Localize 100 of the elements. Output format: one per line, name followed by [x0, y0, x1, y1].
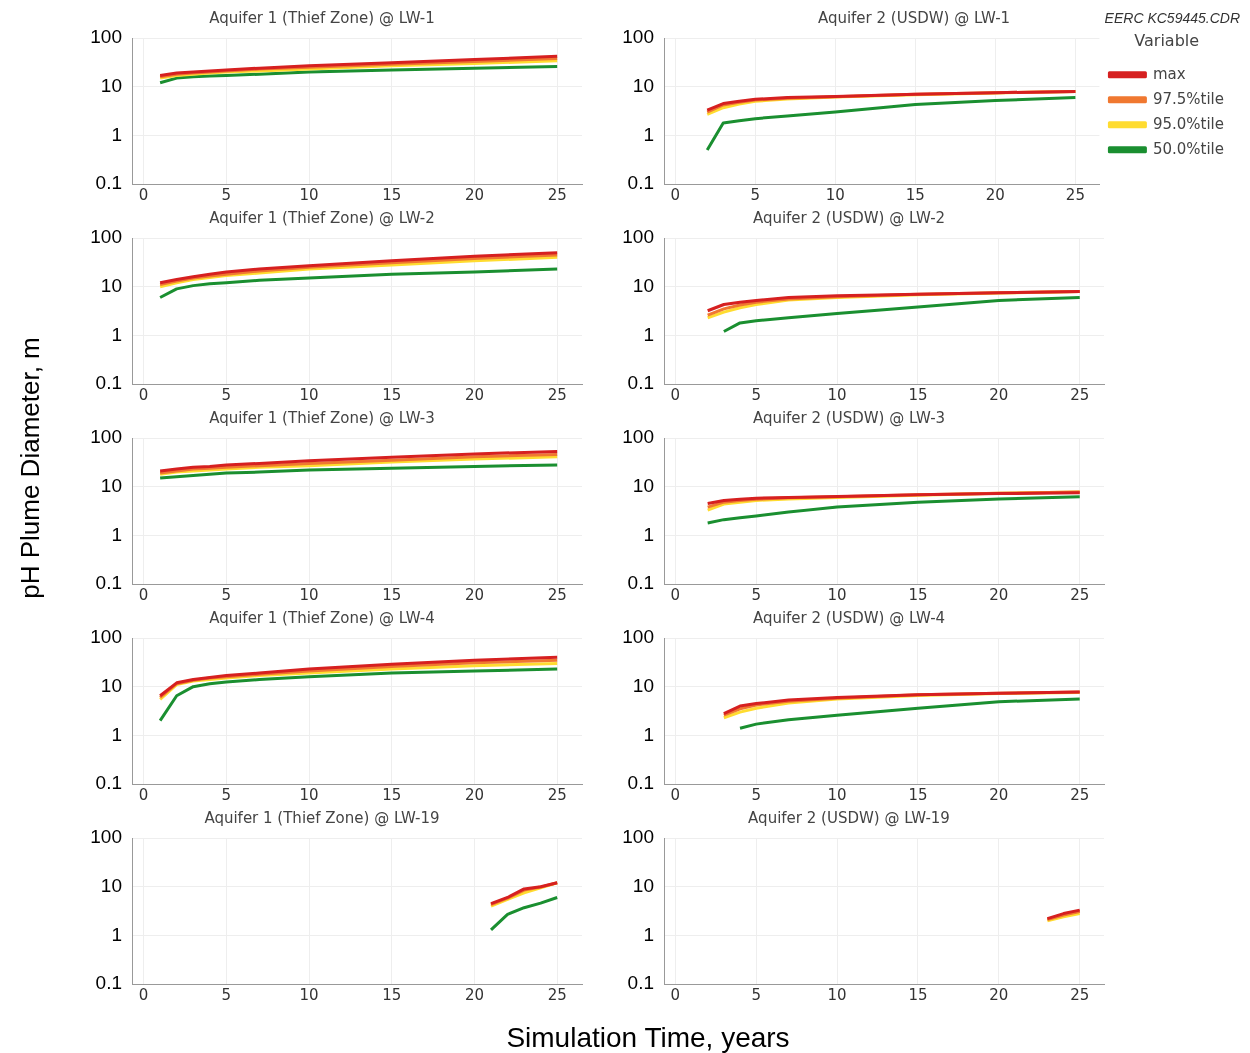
y-tick-label: 10: [100, 674, 122, 696]
y-tick-label: 0.1: [95, 372, 122, 394]
x-tick-label: 5: [221, 585, 232, 604]
chart-title: Aquifer 2 (USDW) @ LW-1: [817, 8, 1011, 27]
x-tick-label: 10: [299, 985, 319, 1004]
x-tick-label: 15: [908, 385, 928, 404]
x-tick-label: 0: [138, 985, 149, 1004]
legend-label: 97.5%tile: [1152, 89, 1225, 108]
y-tick-label: 1: [111, 123, 122, 145]
y-tick-label: 100: [90, 626, 122, 648]
x-tick-label: 5: [751, 985, 761, 1004]
x-tick-label: 25: [1065, 185, 1085, 204]
x-tick-label: 10: [299, 185, 319, 204]
y-tick-label: 1: [111, 923, 122, 945]
x-tick-label: 25: [547, 785, 567, 804]
x-tick-label: 10: [299, 585, 319, 604]
x-tick-label: 5: [751, 385, 761, 404]
x-tick-label: 5: [221, 985, 232, 1004]
y-tick-label: 10: [100, 274, 122, 296]
x-tick-label: 20: [989, 785, 1009, 804]
y-tick-label: 0.1: [627, 772, 654, 794]
x-tick-label: 5: [221, 185, 232, 204]
text: Simulation Time, years: [506, 1022, 790, 1053]
y-tick-label: 0.1: [627, 972, 654, 994]
y-tick-label: 0.1: [95, 972, 122, 994]
chart-title: Aquifer 1 (Thief Zone) @ LW-1: [209, 8, 435, 27]
y-tick-label: 100: [622, 226, 654, 248]
x-tick-label: 15: [382, 585, 402, 604]
y-tick-label: 10: [632, 474, 654, 496]
chart-title: Aquifer 2 (USDW) @ LW-4: [752, 608, 946, 627]
x-tick-label: 20: [464, 785, 485, 804]
legend-label: 50.0%tile: [1152, 139, 1225, 158]
x-tick-label: 0: [670, 985, 681, 1004]
x-tick-label: 25: [1070, 585, 1090, 604]
x-tick-label: 20: [985, 185, 1005, 204]
y-tick-label: 10: [100, 474, 122, 496]
x-tick-label: 15: [382, 985, 402, 1004]
x-tick-label: 15: [908, 985, 928, 1004]
x-tick-label: 15: [382, 385, 402, 404]
x-tick-label: 10: [299, 385, 319, 404]
x-tick-label: 15: [905, 185, 925, 204]
y-tick-label: 1: [643, 923, 654, 945]
x-tick-label: 0: [670, 785, 681, 804]
x-tick-label: 20: [464, 185, 485, 204]
x-tick-label: 20: [464, 985, 485, 1004]
x-tick-label: 20: [989, 585, 1009, 604]
x-tick-label: 20: [464, 585, 485, 604]
x-tick-label: 0: [670, 585, 681, 604]
y-tick-label: 100: [90, 826, 122, 848]
y-tick-label: 1: [111, 523, 122, 545]
x-tick-label: 5: [221, 385, 232, 404]
chart-title: Aquifer 2 (USDW) @ LW-2: [752, 208, 946, 227]
y-tick-label: 100: [90, 226, 122, 248]
y-tick-label: 10: [100, 74, 122, 96]
y-tick-label: 100: [622, 626, 654, 648]
y-tick-label: 0.1: [627, 372, 654, 394]
y-tick-label: 100: [622, 426, 654, 448]
y-tick-label: 10: [632, 274, 654, 296]
x-tick-label: 5: [221, 785, 232, 804]
chart-title: Aquifer 1 (Thief Zone) @ LW-19: [204, 808, 440, 827]
y-tick-label: 10: [632, 874, 654, 896]
chart-title: Aquifer 1 (Thief Zone) @ LW-2: [209, 208, 435, 227]
x-tick-label: 15: [908, 585, 928, 604]
y-tick-label: 100: [622, 826, 654, 848]
x-tick-label: 0: [138, 385, 149, 404]
legend-label: max: [1152, 64, 1186, 83]
x-tick-label: 10: [827, 985, 847, 1004]
x-tick-label: 20: [989, 385, 1009, 404]
y-tick-label: 1: [643, 723, 654, 745]
y-tick-label: 0.1: [95, 772, 122, 794]
legend-title: Variable: [1134, 31, 1200, 51]
x-tick-label: 15: [908, 785, 928, 804]
x-tick-label: 25: [1070, 385, 1090, 404]
y-tick-label: 100: [90, 26, 122, 48]
x-tick-label: 25: [1070, 785, 1090, 804]
x-tick-label: 10: [825, 185, 845, 204]
x-tick-label: 25: [547, 385, 567, 404]
x-tick-label: 15: [382, 185, 402, 204]
x-tick-label: 0: [670, 185, 680, 204]
x-tick-label: 25: [547, 185, 567, 204]
text: pH Plume Diameter, m: [14, 337, 46, 599]
y-tick-label: 0.1: [627, 172, 654, 194]
chart-title: Aquifer 1 (Thief Zone) @ LW-4: [209, 608, 435, 627]
x-tick-label: 0: [138, 185, 149, 204]
x-tick-label: 10: [299, 785, 319, 804]
x-tick-label: 10: [827, 585, 847, 604]
x-tick-label: 5: [751, 785, 761, 804]
x-tick-label: 5: [750, 185, 761, 204]
y-tick-label: 1: [111, 723, 122, 745]
y-tick-label: 100: [90, 426, 122, 448]
y-tick-label: 1: [643, 323, 654, 345]
x-tick-label: 20: [464, 385, 485, 404]
text: EERC KC59445.CDR: [1104, 10, 1240, 26]
y-tick-label: 10: [632, 674, 654, 696]
y-tick-label: 0.1: [627, 572, 654, 594]
y-tick-label: 1: [643, 523, 654, 545]
y-tick-label: 1: [643, 123, 654, 145]
legend-label: 95.0%tile: [1152, 114, 1225, 133]
y-tick-label: 10: [632, 74, 654, 96]
x-tick-label: 15: [382, 785, 402, 804]
